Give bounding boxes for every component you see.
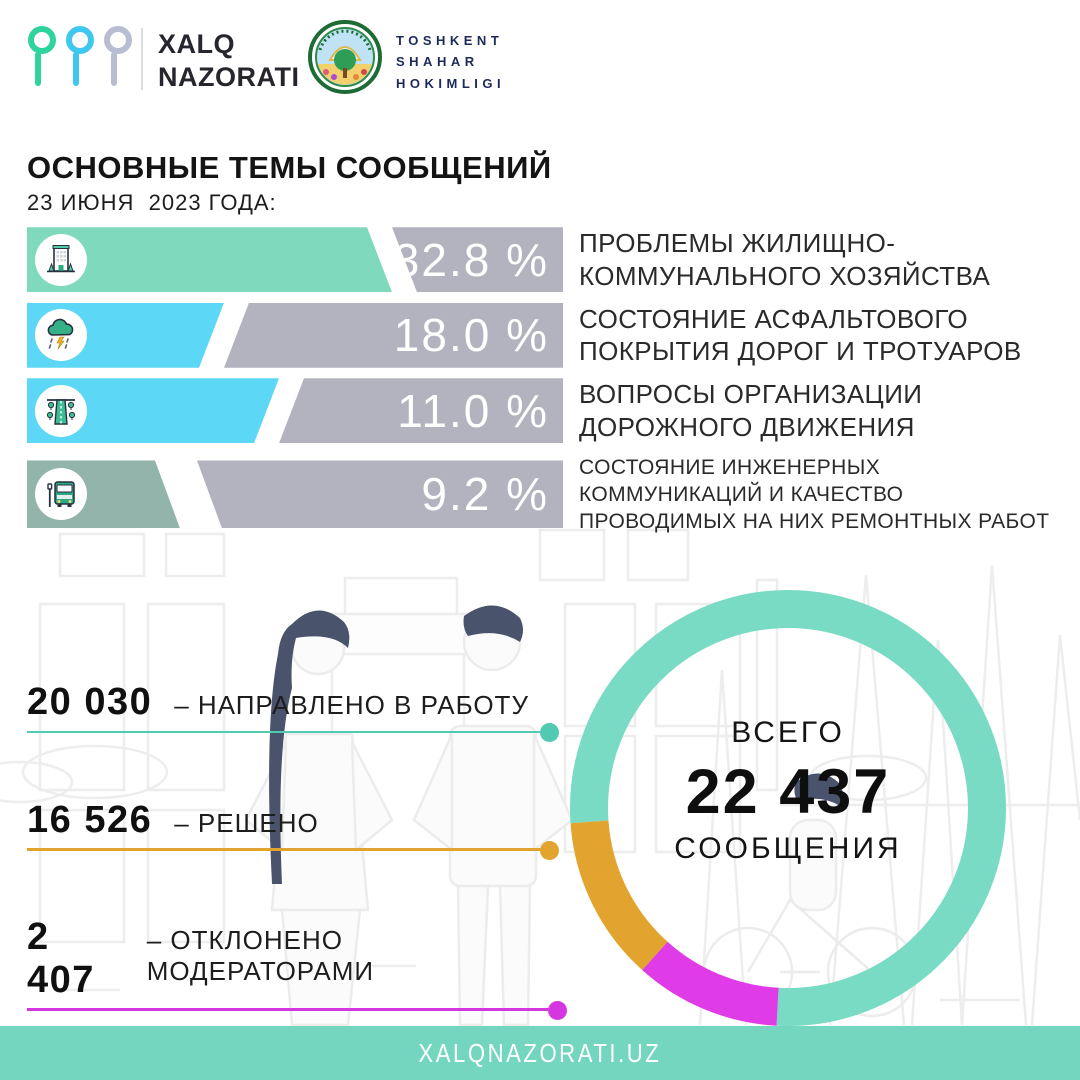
- stat-underline: [27, 1008, 558, 1011]
- topic-label: СОСТОЯНИЕ ИНЖЕНЕРНЫХ КОММУНИКАЦИЙ И КАЧЕ…: [579, 454, 1049, 536]
- topic-label-line: ПРОВОДИМЫХ НА НИХ РЕМОНТНЫХ РАБОТ: [579, 510, 1050, 534]
- stat-value: 16 526: [27, 799, 153, 841]
- footer-bar: XALQNAZORATI.UZ: [0, 1026, 1080, 1080]
- stat-label: – РЕШЕНО: [174, 808, 319, 838]
- topic-percent: 18.0 %: [393, 309, 549, 362]
- header-divider: [141, 28, 143, 90]
- xalq-nazorati-logo: [28, 26, 132, 86]
- bar-rest: 9.2 %: [197, 460, 563, 529]
- topic-label-line: СОСТОЯНИЕ ИНЖЕНЕРНЫХ: [579, 455, 881, 479]
- toshkent-emblem-icon: [308, 20, 382, 94]
- city-line2: SHAHAR: [396, 54, 479, 70]
- topic-label-line: ВОПРОСЫ ОРГАНИЗАЦИИ: [579, 379, 923, 409]
- donut-segment: [570, 590, 1006, 1026]
- building-icon: [47, 244, 75, 273]
- storm-cloud-icon: [47, 318, 74, 350]
- topic-icon-circle: [35, 233, 87, 286]
- topic-icon-circle: [35, 384, 87, 437]
- topic-bar: 18.0 %: [27, 302, 563, 368]
- page-date: 23 ИЮНЯ 2023 ГОДА:: [27, 190, 277, 215]
- donut-ring: [570, 590, 1006, 1026]
- topic-bar: 11.0 %: [27, 378, 563, 444]
- donut-label-bottom: СООБЩЕНИЯ: [674, 832, 902, 865]
- stat-label: – ОТКЛОНЕНО МОДЕРАТОРАМИ: [146, 925, 375, 986]
- road-icon: [46, 398, 76, 425]
- topic-bar: 32.8 %: [27, 227, 563, 293]
- topic-label-line: КОММУНИКАЦИЙ И КАЧЕСТВО: [579, 482, 904, 506]
- donut-label-top: ВСЕГО: [731, 716, 845, 749]
- topic-row: 18.0 % СОСТОЯНИЕ АСФАЛЬТОВОГО ПОКРЫТИЯ: [27, 302, 1053, 369]
- bar-rest: 11.0 %: [279, 378, 563, 444]
- topic-label-line: СОСТОЯНИЕ АСФАЛЬТОВОГО: [579, 303, 968, 334]
- stat-dot: [548, 1001, 567, 1020]
- footer-url: XALQNAZORATI.UZ: [418, 1037, 662, 1068]
- topic-label-line: ПРОБЛЕМЫ ЖИЛИЩНО-: [579, 228, 896, 258]
- topic-label-line: ПОКРЫТИЯ ДОРОГ И ТРОТУАРОВ: [579, 336, 1022, 367]
- donut-center-text: ВСЕГО 22 437 СООБЩЕНИЯ: [568, 716, 1008, 866]
- topic-label: ПРОБЛЕМЫ ЖИЛИЩНО- КОММУНАЛЬНОГО ХОЗЯЙСТВ…: [579, 227, 990, 293]
- brand-line1: XALQ: [158, 29, 236, 59]
- pin-icon: [28, 26, 56, 86]
- stat-dot: [540, 723, 559, 742]
- pin-icon: [66, 26, 94, 86]
- topics-bar-chart: 32.8 % ПРОБЛЕМЫ ЖИЛИЩНО- КОММУ: [27, 227, 1053, 545]
- brand-line2: NAZORATI: [158, 61, 300, 92]
- topic-percent: 11.0 %: [397, 384, 549, 437]
- stat-dot: [540, 841, 559, 860]
- city-line3: HOKIMLIGI: [396, 75, 506, 91]
- stat-label: – НАПРАВЛЕНО В РАБОТУ: [174, 690, 529, 720]
- stat-value: 20 030: [27, 681, 153, 723]
- stat-sent-to-work: 20 030 – НАПРАВЛЕНО В РАБОТУ: [27, 681, 559, 742]
- topic-label-line: КОММУНАЛЬНОГО ХОЗЯЙСТВА: [579, 260, 991, 291]
- brand-name: XALQ NAZORATI: [158, 28, 299, 94]
- stat-solved: 16 526 – РЕШЕНО: [27, 799, 559, 860]
- stat-value: 2 407: [27, 916, 95, 1001]
- stat-underline: [27, 731, 550, 733]
- city-administration-name: TOSHKENT SHAHAR HOKIMLIGI: [396, 30, 505, 94]
- bar-rest: 32.8 %: [392, 227, 563, 293]
- topic-bar: 9.2 %: [27, 460, 563, 529]
- topic-percent: 32.8 %: [393, 233, 549, 286]
- topic-icon-circle: [35, 309, 87, 362]
- topic-row: 9.2 % СОСТОЯНИЕ ИНЖЕНЕРНЫХ КОМ: [27, 454, 1053, 536]
- donut-total-value: 22 437: [685, 757, 891, 827]
- city-line1: TOSHKENT: [396, 33, 504, 48]
- page-title: ОСНОВНЫЕ ТЕМЫ СООБЩЕНИЙ: [27, 150, 552, 185]
- topic-percent: 9.2 %: [421, 468, 549, 521]
- topic-label: СОСТОЯНИЕ АСФАЛЬТОВОГО ПОКРЫТИЯ ДОРОГ И …: [579, 303, 1022, 369]
- topic-row: 11.0 % ВОПРОСЫ ОРГАНИ: [27, 378, 1053, 444]
- bar-rest: 18.0 %: [224, 302, 563, 368]
- total-donut-chart: ВСЕГО 22 437 СООБЩЕНИЯ: [568, 588, 1008, 1028]
- topic-row: 32.8 % ПРОБЛЕМЫ ЖИЛИЩНО- КОММУ: [27, 227, 1053, 293]
- pin-icon: [104, 26, 132, 86]
- topic-label-line: ДОРОЖНОГО ДВИЖЕНИЯ: [579, 411, 915, 442]
- stat-rejected: 2 407 – ОТКЛОНЕНО МОДЕРАТОРАМИ: [27, 916, 567, 1020]
- stat-underline: [27, 848, 550, 851]
- bar-fill: [27, 227, 392, 293]
- bus-icon: [47, 481, 75, 508]
- topic-icon-circle: [35, 468, 87, 521]
- topic-label: ВОПРОСЫ ОРГАНИЗАЦИИ ДОРОЖНОГО ДВИЖЕНИЯ: [579, 378, 922, 444]
- donut-segment: [642, 941, 779, 1026]
- donut-segment: [570, 820, 668, 971]
